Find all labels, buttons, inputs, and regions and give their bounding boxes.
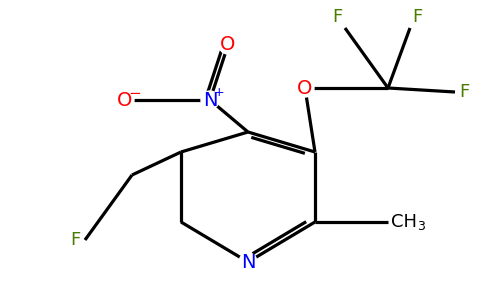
Text: +: + (214, 86, 224, 100)
Text: N: N (241, 253, 255, 272)
Text: F: F (333, 8, 343, 26)
Text: F: F (412, 8, 422, 26)
Circle shape (116, 91, 134, 109)
Circle shape (201, 91, 219, 109)
Text: −: − (129, 85, 141, 100)
Text: O: O (297, 79, 313, 98)
Circle shape (239, 253, 257, 271)
Text: CH: CH (391, 213, 417, 231)
Text: O: O (220, 35, 236, 55)
Circle shape (296, 79, 314, 97)
Text: O: O (117, 91, 133, 110)
Text: F: F (459, 83, 469, 101)
Text: F: F (71, 231, 81, 249)
Text: N: N (203, 91, 217, 110)
Text: 3: 3 (417, 220, 425, 232)
Circle shape (219, 36, 237, 54)
